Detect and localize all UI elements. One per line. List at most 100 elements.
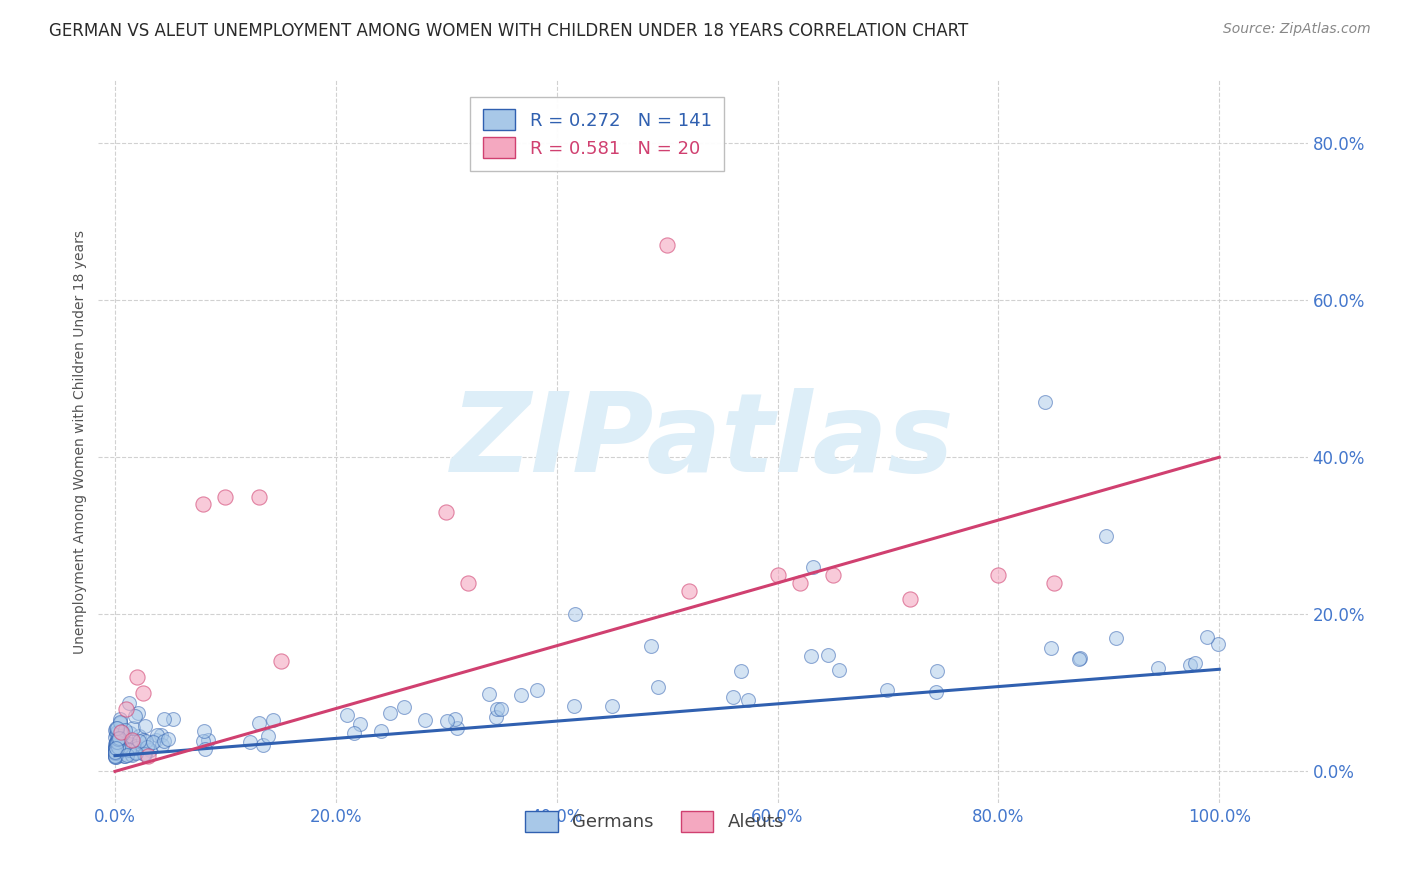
Point	[104, 730, 127, 744]
Point	[104, 727, 127, 741]
Point	[108, 744, 131, 758]
Point	[799, 648, 821, 663]
Point	[108, 713, 131, 727]
Point	[127, 706, 149, 720]
Point	[128, 734, 150, 748]
Point	[1206, 637, 1229, 651]
Point	[134, 747, 156, 762]
Point	[107, 735, 129, 749]
Point	[789, 575, 811, 590]
Point	[721, 690, 744, 704]
Point	[118, 696, 141, 710]
Point	[104, 746, 127, 760]
Text: Source: ZipAtlas.com: Source: ZipAtlas.com	[1223, 22, 1371, 37]
Point	[489, 701, 512, 715]
Point	[647, 680, 669, 694]
Point	[1069, 651, 1091, 665]
Point	[125, 739, 148, 753]
Point	[730, 664, 752, 678]
Point	[146, 728, 169, 742]
Point	[153, 734, 176, 748]
Point	[105, 735, 128, 749]
Point	[104, 749, 127, 764]
Point	[510, 688, 533, 702]
Point	[118, 726, 141, 740]
Point	[655, 238, 678, 252]
Point	[104, 741, 127, 756]
Point	[125, 746, 148, 760]
Point	[104, 743, 127, 757]
Point	[124, 745, 146, 759]
Point	[349, 716, 371, 731]
Point	[262, 713, 284, 727]
Point	[987, 568, 1010, 582]
Point	[640, 639, 662, 653]
Point	[104, 721, 127, 735]
Point	[876, 683, 898, 698]
Point	[214, 490, 236, 504]
Point	[105, 741, 128, 756]
Point	[110, 725, 132, 739]
Point	[104, 737, 127, 751]
Point	[107, 735, 129, 749]
Point	[112, 748, 135, 763]
Point	[104, 723, 127, 737]
Point	[1095, 529, 1118, 543]
Point	[434, 505, 457, 519]
Point	[817, 648, 839, 662]
Point	[413, 713, 436, 727]
Point	[104, 742, 127, 756]
Point	[104, 750, 127, 764]
Point	[108, 743, 131, 757]
Point	[107, 732, 129, 747]
Point	[562, 698, 585, 713]
Y-axis label: Unemployment Among Women with Children Under 18 years: Unemployment Among Women with Children U…	[73, 229, 87, 654]
Point	[526, 682, 548, 697]
Point	[270, 655, 292, 669]
Point	[108, 723, 131, 738]
Point	[108, 738, 131, 752]
Point	[162, 712, 184, 726]
Point	[925, 665, 948, 679]
Point	[104, 745, 127, 759]
Point	[380, 706, 402, 720]
Point	[107, 742, 129, 756]
Point	[136, 740, 159, 755]
Point	[125, 670, 148, 684]
Point	[142, 735, 165, 749]
Point	[1039, 641, 1062, 656]
Point	[132, 747, 155, 762]
Point	[1033, 395, 1056, 409]
Point	[252, 738, 274, 752]
Point	[486, 702, 509, 716]
Point	[484, 710, 506, 724]
Point	[104, 748, 127, 763]
Point	[194, 742, 217, 756]
Point	[115, 748, 138, 763]
Point	[1105, 631, 1128, 645]
Point	[370, 723, 392, 738]
Point	[104, 736, 127, 750]
Point	[564, 607, 586, 622]
Point	[197, 733, 219, 747]
Point	[108, 737, 131, 751]
Point	[110, 748, 132, 763]
Point	[117, 742, 139, 756]
Point	[121, 747, 143, 762]
Point	[247, 716, 270, 731]
Point	[193, 724, 215, 739]
Point	[131, 739, 153, 754]
Point	[737, 693, 759, 707]
Point	[105, 736, 128, 750]
Point	[117, 743, 139, 757]
Point	[139, 743, 162, 757]
Point	[108, 737, 131, 751]
Point	[1069, 650, 1091, 665]
Point	[105, 746, 128, 760]
Point	[108, 715, 131, 730]
Point	[104, 726, 127, 740]
Point	[134, 719, 156, 733]
Point	[478, 687, 501, 701]
Point	[444, 712, 467, 726]
Point	[924, 685, 946, 699]
